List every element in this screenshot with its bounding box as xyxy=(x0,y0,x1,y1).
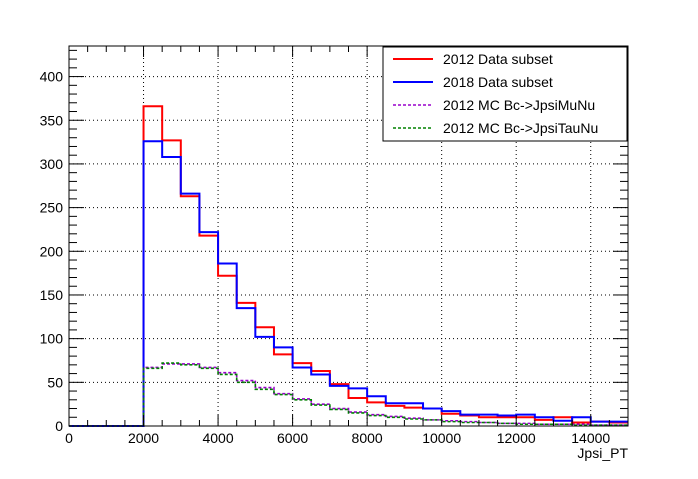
series-line-4 xyxy=(69,362,628,427)
x-tick-label: 14000 xyxy=(571,430,610,446)
x-axis-title: Jpsi_PT xyxy=(577,445,628,461)
y-tick-label: 300 xyxy=(40,156,64,172)
legend: 2012 Data subset 2018 Data subset 2012 MC … xyxy=(382,46,628,142)
y-tick-label: 150 xyxy=(40,287,64,303)
legend-label: 2012 MC Bc->JpsiTauNu xyxy=(443,120,598,136)
series-line-2 xyxy=(69,140,628,427)
legend-label: 2018 Data subset xyxy=(443,74,553,90)
x-tick-label: 0 xyxy=(65,430,73,446)
y-tick-label: 400 xyxy=(40,69,64,85)
legend-label: 2012 Data subset xyxy=(443,51,553,67)
y-tick-label: 0 xyxy=(55,418,63,434)
x-tick-label: 2000 xyxy=(128,430,159,446)
x-tick-label: 12000 xyxy=(497,430,536,446)
x-tick-label: 10000 xyxy=(422,430,461,446)
legend-box xyxy=(382,46,628,142)
y-tick-label: 250 xyxy=(40,200,64,216)
y-tick-label: 100 xyxy=(40,331,64,347)
y-tick-label: 50 xyxy=(47,374,63,390)
series-group xyxy=(69,105,628,427)
axes: 0 2000 4000 6000 8000 10000 12000 14000 0 50 100 15… xyxy=(40,45,629,446)
x-tick-label: 6000 xyxy=(277,430,308,446)
x-tick-label: 4000 xyxy=(202,430,233,446)
legend-label: 2012 MC Bc->JpsiMuNu xyxy=(443,97,595,113)
x-tick-label: 8000 xyxy=(352,430,383,446)
y-tick-label: 350 xyxy=(40,112,64,128)
series-line-3 xyxy=(69,363,628,427)
y-tick-label: 200 xyxy=(40,243,64,259)
series-line-1 xyxy=(69,105,628,427)
